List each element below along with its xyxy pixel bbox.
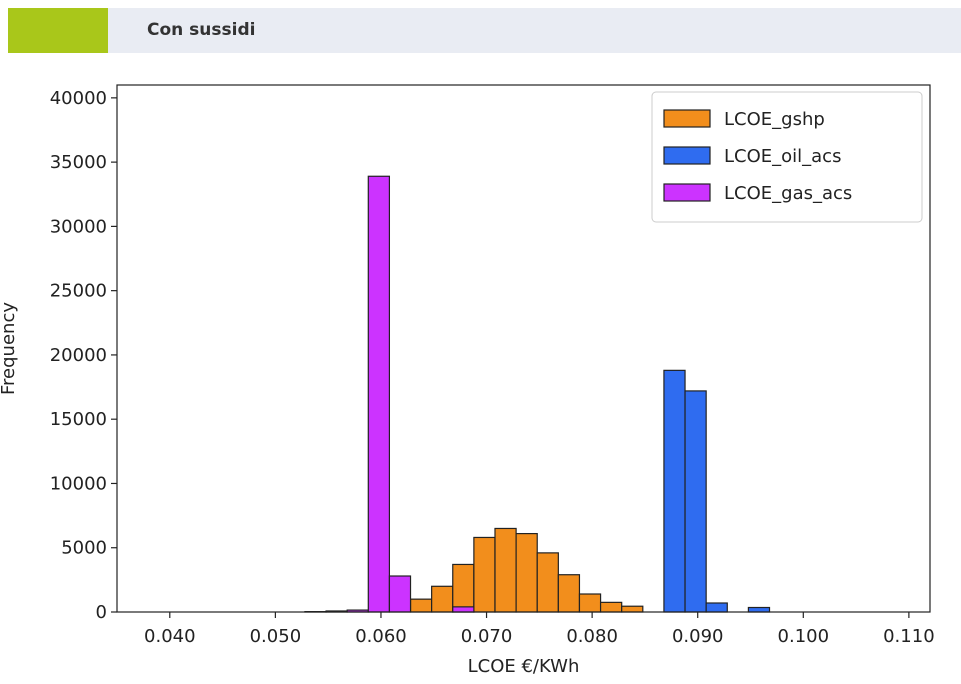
- legend-label-LCOE_gshp: LCOE_gshp: [724, 109, 825, 130]
- histogram-bar-LCOE_gshp-1: [431, 585, 454, 613]
- histogram-bar-LCOE_gshp-6: [536, 552, 559, 613]
- histogram-bar-LCOE_gas_acs-4: [388, 575, 412, 613]
- y-tick-label: 20000: [50, 345, 107, 366]
- histogram-bar-LCOE_gshp-9: [599, 601, 623, 613]
- histogram-bar-LCOE_oil_acs-5: [747, 606, 771, 613]
- histogram-bar-LCOE_gshp-4: [494, 527, 517, 613]
- y-tick-label: 35000: [50, 152, 107, 173]
- plot-frame: [116, 84, 931, 613]
- x-tick-label: 0.070: [461, 626, 513, 647]
- y-axis-label: Frequency: [0, 302, 19, 395]
- legend-label-LCOE_oil_acs: LCOE_oil_acs: [724, 146, 841, 167]
- lcoe-histogram-chart: 0 5000 10000 15000 20000 25000 30000 35000 40000…: [0, 84, 935, 677]
- x-tick-label: 0.090: [672, 626, 724, 647]
- chart-legend: LCOE_gshp LCOE_oil_acs LCOE_gas_acs: [651, 91, 923, 223]
- legend-box: [651, 91, 923, 223]
- histogram-bar-LCOE_gshp-0: [409, 598, 433, 613]
- x-tick-label: 0.110: [883, 626, 935, 647]
- histogram-bar-LCOE_gshp-10: [621, 605, 644, 613]
- x-axis-label: LCOE €/KWh: [468, 656, 580, 677]
- y-tick-label: 30000: [50, 216, 107, 237]
- header-accent-bar: [8, 8, 108, 53]
- x-tick-label: 0.080: [566, 626, 618, 647]
- histogram-bar-LCOE_oil_acs-1: [663, 369, 686, 613]
- y-tick-label: 5000: [61, 538, 107, 559]
- histogram-bar-LCOE_gshp-5: [515, 532, 538, 613]
- histogram-bar-LCOE_oil_acs-2: [684, 390, 707, 613]
- histogram-bar-LCOE_gas_acs-3: [367, 175, 391, 613]
- y-tick-label: 10000: [50, 473, 107, 494]
- histogram-bar-LCOE_gshp-2: [452, 563, 475, 613]
- y-tick-label: 15000: [50, 409, 107, 430]
- legend-swatch-LCOE_gshp: [663, 109, 711, 128]
- legend-label-LCOE_gas_acs: LCOE_gas_acs: [724, 183, 852, 204]
- x-tick-label: 0.060: [355, 626, 407, 647]
- chart-axes: 0 5000 10000 15000 20000 25000 30000 35000 40000…: [0, 84, 935, 677]
- x-tick-label: 0.040: [144, 626, 196, 647]
- histogram-bar-LCOE_oil_acs-3: [705, 602, 728, 613]
- histogram-bar-LCOE_gshp-3: [473, 536, 496, 613]
- histogram-bars: [304, 175, 771, 613]
- section-header: Con sussidi: [8, 8, 961, 53]
- x-tick-label: 0.100: [778, 626, 830, 647]
- legend-swatch-LCOE_gas_acs: [663, 183, 711, 202]
- y-tick-label: 25000: [50, 281, 107, 302]
- legend-swatch-LCOE_oil_acs: [663, 146, 711, 165]
- y-tick-label: 40000: [50, 88, 107, 109]
- histogram-bar-LCOE_gas_acs-5: [452, 606, 475, 613]
- x-tick-label: 0.050: [250, 626, 302, 647]
- section-title: Con sussidi: [147, 20, 256, 40]
- y-tick-label: 0: [96, 602, 107, 623]
- histogram-bar-LCOE_gshp-7: [557, 574, 581, 613]
- histogram-bar-LCOE_gshp-8: [578, 593, 602, 613]
